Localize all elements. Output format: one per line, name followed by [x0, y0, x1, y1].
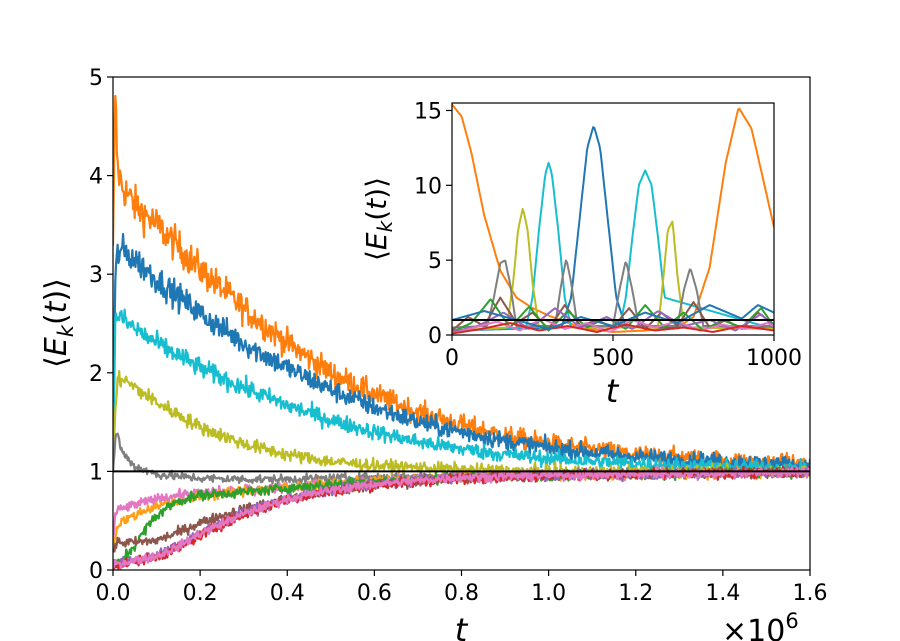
main-series-line-k2 [113, 232, 810, 477]
main-x-tick-label: 0.2 [183, 581, 218, 606]
inset-x-axis: 0 500 1000 [445, 335, 802, 371]
main-x-axis: 0.0 0.2 0.4 0.6 0.8 1.0 1.2 1.4 1.6 [96, 570, 828, 606]
inset-series-line-k9 [452, 317, 774, 335]
inset-y-tick-label: 15 [414, 99, 442, 124]
x-offset-prefix: ×10 [722, 614, 785, 641]
main-x-tick-label: 1.4 [705, 581, 740, 606]
inset-y-tick-label: 0 [428, 324, 442, 349]
inset-plot: 0 500 1000 0 5 10 15 ⟨Ek(t)⟩ t [360, 99, 802, 410]
main-y-axis-label: ⟨Ek(t)⟩ [39, 278, 78, 368]
main-series-line-k3 [113, 308, 810, 476]
main-x-tick-label: 1.6 [793, 581, 828, 606]
main-series-line-k12 [113, 466, 810, 570]
main-x-tick-label: 1.0 [531, 581, 566, 606]
main-y-axis: 0 1 2 3 4 5 [89, 66, 113, 584]
main-y-tick-label: 2 [89, 362, 103, 387]
inset-y-axis-label: ⟨Ek(t)⟩ [360, 177, 397, 261]
inset-y-tick-label: 10 [414, 174, 442, 199]
main-x-tick-label: 0.6 [357, 581, 392, 606]
main-x-tick-label: 1.2 [618, 581, 653, 606]
x-offset-exponent: 6 [785, 609, 798, 633]
main-series-group [113, 94, 810, 570]
inset-plot-area [452, 103, 774, 335]
inset-x-axis-label: t [606, 372, 620, 410]
inset-series-line-k10 [452, 322, 774, 335]
main-x-tick-label: 0.8 [444, 581, 479, 606]
main-y-tick-label: 1 [89, 460, 103, 485]
inset-y-tick-label: 5 [428, 249, 442, 274]
main-x-axis-label: t [455, 611, 469, 641]
inset-series-line-k1 [452, 103, 774, 333]
main-y-tick-label: 0 [89, 559, 103, 584]
inset-x-tick-label: 500 [592, 346, 634, 371]
inset-x-tick-label: 0 [445, 346, 459, 371]
inset-x-tick-label: 1000 [746, 346, 802, 371]
inset-series-line-k11 [452, 304, 774, 330]
main-y-tick-label: 3 [89, 263, 103, 288]
main-x-tick-label: 0.0 [96, 581, 131, 606]
main-y-tick-label: 5 [89, 66, 103, 91]
main-x-tick-label: 0.4 [270, 581, 305, 606]
x-offset-text: ×106 [722, 609, 799, 641]
inset-y-axis: 0 5 10 15 [414, 99, 452, 349]
main-y-tick-label: 4 [89, 165, 103, 190]
